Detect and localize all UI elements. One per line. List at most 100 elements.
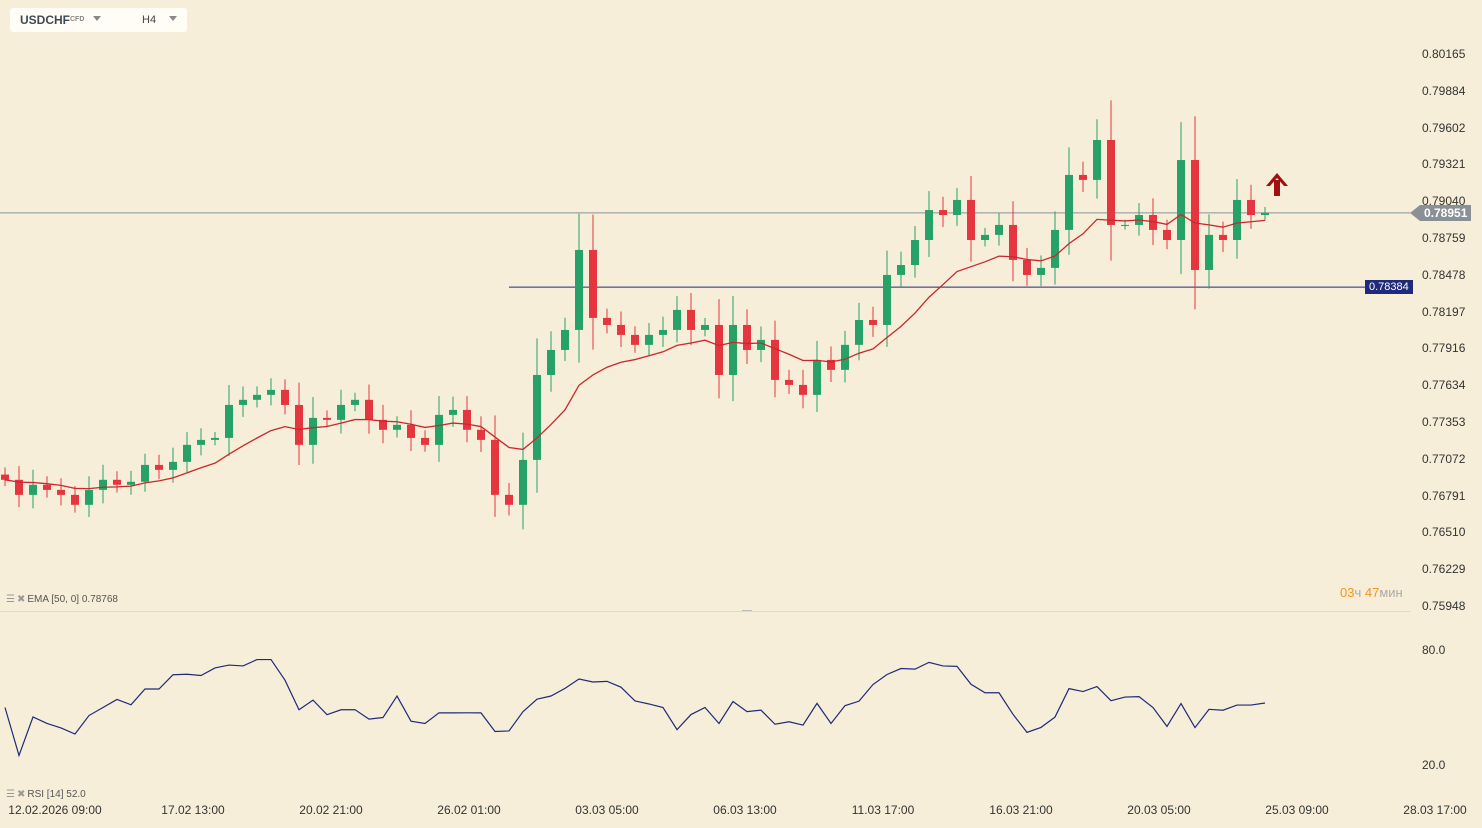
- chevron-down-icon[interactable]: [93, 16, 101, 21]
- candle-bearish[interactable]: [1163, 229, 1171, 241]
- candle-bullish[interactable]: [841, 344, 849, 370]
- candle-bullish[interactable]: [953, 199, 961, 216]
- candle-bullish[interactable]: [267, 389, 275, 395]
- candle-bearish[interactable]: [939, 210, 947, 216]
- candle-bullish[interactable]: [981, 234, 989, 241]
- candle-bearish[interactable]: [869, 319, 877, 325]
- candle-bullish[interactable]: [659, 329, 667, 335]
- candle-bearish[interactable]: [687, 309, 695, 330]
- candle-bullish[interactable]: [1051, 229, 1059, 268]
- candle-bullish[interactable]: [911, 240, 919, 266]
- candle-bullish[interactable]: [309, 417, 317, 445]
- candle-bullish[interactable]: [449, 409, 457, 415]
- settings-icon[interactable]: ☰: [6, 789, 15, 800]
- candle-bullish[interactable]: [435, 414, 443, 445]
- candle-bearish[interactable]: [589, 249, 597, 318]
- candle-bullish[interactable]: [897, 265, 905, 275]
- candle-bearish[interactable]: [57, 489, 65, 495]
- candle-bearish[interactable]: [603, 317, 611, 325]
- candle-bullish[interactable]: [1233, 199, 1241, 241]
- candle-bullish[interactable]: [519, 459, 527, 505]
- candle-bullish[interactable]: [925, 210, 933, 241]
- candle-bullish[interactable]: [225, 404, 233, 438]
- candle-bullish[interactable]: [141, 464, 149, 482]
- candle-bullish[interactable]: [169, 461, 177, 470]
- candle-bullish[interactable]: [533, 374, 541, 460]
- candle-bearish[interactable]: [715, 324, 723, 375]
- candle-bearish[interactable]: [1009, 224, 1017, 260]
- candle-bullish[interactable]: [211, 437, 219, 440]
- candle-bearish[interactable]: [743, 324, 751, 350]
- candle-bearish[interactable]: [1149, 215, 1157, 230]
- candle-bullish[interactable]: [351, 399, 359, 405]
- candle-bullish[interactable]: [127, 481, 135, 485]
- candle-bearish[interactable]: [477, 429, 485, 440]
- candle-bullish[interactable]: [645, 334, 653, 345]
- candle-bullish[interactable]: [561, 329, 569, 350]
- candle-bullish[interactable]: [883, 274, 891, 325]
- candle-bearish[interactable]: [365, 399, 373, 420]
- candle-bullish[interactable]: [239, 399, 247, 405]
- candle-bearish[interactable]: [505, 494, 513, 505]
- candle-bullish[interactable]: [813, 359, 821, 395]
- candle-bearish[interactable]: [1107, 140, 1115, 225]
- candle-bearish[interactable]: [463, 409, 471, 430]
- candle-bearish[interactable]: [617, 324, 625, 335]
- candle-bearish[interactable]: [771, 339, 779, 380]
- candle-bearish[interactable]: [379, 419, 387, 430]
- candle-bearish[interactable]: [421, 437, 429, 445]
- candle-bullish[interactable]: [99, 479, 107, 490]
- symbol-selector[interactable]: USDCHF: [20, 13, 70, 27]
- candle-bearish[interactable]: [43, 484, 51, 490]
- candle-bearish[interactable]: [295, 404, 303, 445]
- candle-bullish[interactable]: [337, 404, 345, 420]
- candle-bullish[interactable]: [1121, 224, 1129, 226]
- candle-bullish[interactable]: [995, 224, 1003, 235]
- candle-bearish[interactable]: [15, 479, 23, 495]
- candle-bullish[interactable]: [855, 319, 863, 345]
- candle-bullish[interactable]: [85, 489, 93, 505]
- candle-bearish[interactable]: [281, 389, 289, 405]
- candle-bullish[interactable]: [547, 349, 555, 375]
- timeframe-selector[interactable]: H4: [136, 11, 186, 29]
- candle-bearish[interactable]: [113, 479, 121, 485]
- candle-bullish[interactable]: [1037, 267, 1045, 275]
- candle-bearish[interactable]: [1023, 259, 1031, 275]
- candle-bullish[interactable]: [29, 484, 37, 495]
- candle-bearish[interactable]: [1247, 199, 1255, 216]
- candle-bearish[interactable]: [799, 384, 807, 395]
- candle-bullish[interactable]: [575, 249, 583, 330]
- up-arrow-icon: [1266, 173, 1288, 196]
- candle-bullish[interactable]: [253, 394, 261, 400]
- candle-bearish[interactable]: [407, 424, 415, 438]
- candle-bearish[interactable]: [967, 199, 975, 241]
- candle-bearish[interactable]: [785, 379, 793, 385]
- candle-bearish[interactable]: [155, 464, 163, 470]
- candle-bearish[interactable]: [323, 417, 331, 420]
- candle-bullish[interactable]: [673, 309, 681, 330]
- chevron-down-icon[interactable]: [169, 16, 177, 21]
- candle-bearish[interactable]: [1191, 160, 1199, 270]
- candle-bullish[interactable]: [393, 424, 401, 430]
- close-icon[interactable]: ✖: [16, 789, 26, 800]
- candle-bullish[interactable]: [1065, 174, 1073, 230]
- candle-bearish[interactable]: [491, 439, 499, 495]
- settings-icon[interactable]: ☰: [6, 594, 15, 605]
- candle-bullish[interactable]: [701, 324, 709, 330]
- candle-bearish[interactable]: [631, 334, 639, 345]
- candle-bearish[interactable]: [71, 494, 79, 505]
- candle-bearish[interactable]: [1219, 234, 1227, 241]
- candle-bearish[interactable]: [1, 474, 9, 480]
- candle-bullish[interactable]: [1093, 140, 1101, 180]
- candle-bullish[interactable]: [197, 439, 205, 445]
- candle-bullish[interactable]: [1177, 160, 1185, 241]
- candle-bearish[interactable]: [1079, 174, 1087, 180]
- candle-bullish[interactable]: [1205, 234, 1213, 270]
- candle-bullish[interactable]: [1261, 212, 1269, 216]
- candle-bullish[interactable]: [729, 324, 737, 375]
- candle-bullish[interactable]: [757, 339, 765, 350]
- candle-bearish[interactable]: [827, 359, 835, 370]
- candle-bullish[interactable]: [183, 444, 191, 462]
- close-icon[interactable]: ✖: [16, 594, 26, 605]
